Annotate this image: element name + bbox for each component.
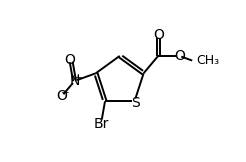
Text: O: O [174,49,185,63]
Text: O: O [64,53,75,67]
Text: −: − [61,88,69,98]
Text: S: S [131,96,140,110]
Text: N: N [69,74,80,88]
Text: O: O [153,29,164,42]
Text: O: O [57,89,67,103]
Text: CH₃: CH₃ [196,54,219,67]
Text: Br: Br [94,117,109,131]
Text: +: + [74,73,82,83]
